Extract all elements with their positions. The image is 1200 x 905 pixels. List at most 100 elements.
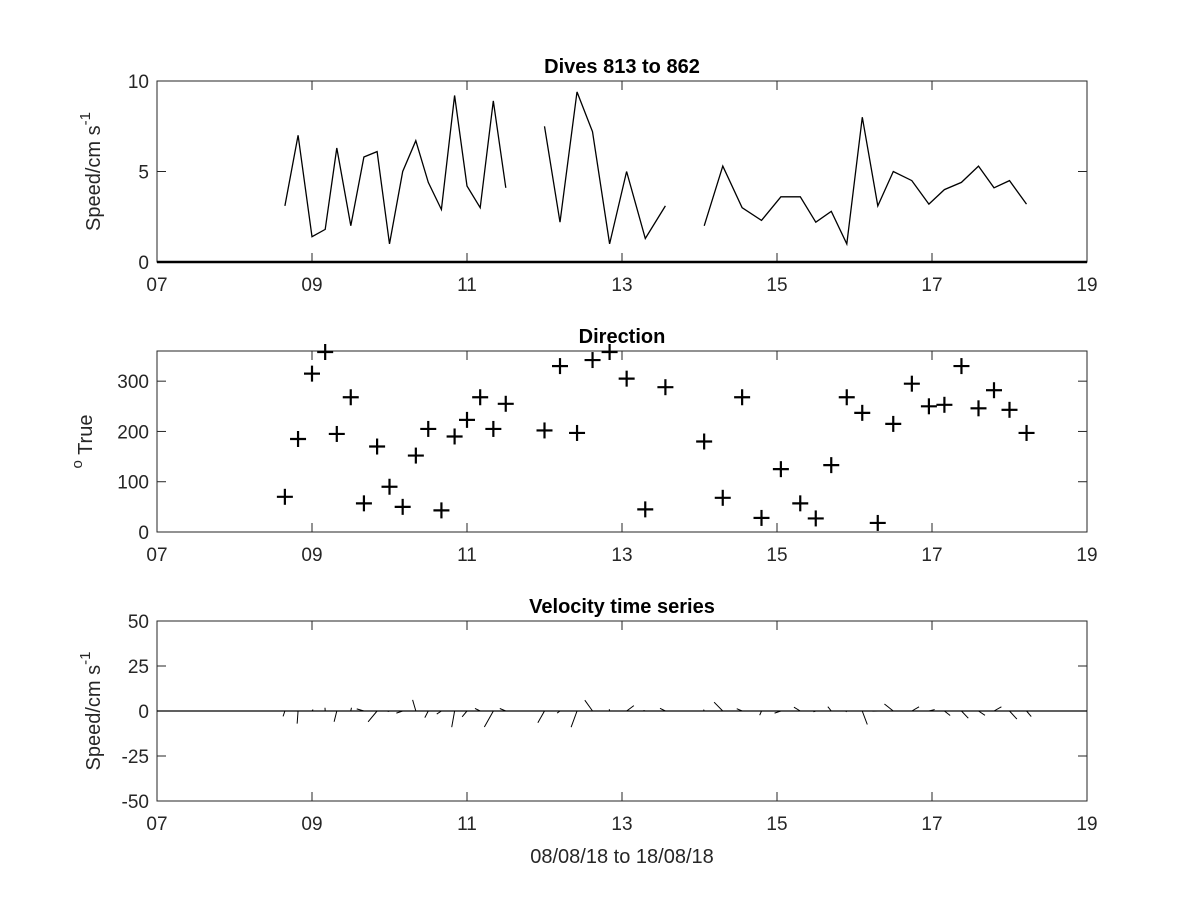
direction-point <box>839 389 855 405</box>
x-tick-label: 19 <box>1076 814 1097 835</box>
x-tick-label: 15 <box>766 545 787 566</box>
velocity-stick <box>846 711 847 712</box>
x-tick-label: 15 <box>766 814 787 835</box>
direction-point <box>773 461 789 477</box>
direction-point <box>277 489 293 505</box>
direction-point <box>304 366 320 382</box>
x-tick-label: 07 <box>146 275 167 296</box>
direction-point <box>619 371 635 387</box>
direction-point <box>986 382 1002 398</box>
x-tick-label: 09 <box>301 545 322 566</box>
velocity-stick <box>425 711 428 718</box>
x-tick-label: 19 <box>1076 275 1097 296</box>
velocity-xlabel: 08/08/18 to 18/08/18 <box>530 846 714 868</box>
direction-point <box>823 457 839 473</box>
direction-point <box>382 479 398 495</box>
velocity-stick <box>452 711 455 727</box>
direction-point <box>754 510 770 526</box>
direction-point <box>936 397 952 413</box>
velocity-stick <box>538 711 545 723</box>
x-tick-label: 07 <box>146 545 167 566</box>
velocity-stick <box>1010 711 1017 719</box>
direction-point <box>792 495 808 511</box>
direction-point <box>329 426 345 442</box>
direction-point <box>537 422 553 438</box>
velocity-stick <box>484 711 493 727</box>
velocity-stick <box>283 711 285 716</box>
velocity-panel: Velocity time series Speed/cm s-1 08/08/… <box>77 596 1098 868</box>
direction-title: Direction <box>579 326 666 348</box>
y-tick-label: 0 <box>138 702 149 723</box>
x-tick-label: 09 <box>301 275 322 296</box>
direction-point <box>552 358 568 374</box>
y-tick-label: 0 <box>138 523 149 544</box>
y-tick-label: -25 <box>122 747 149 768</box>
x-tick-label: 11 <box>457 814 477 835</box>
x-tick-label: 09 <box>301 814 322 835</box>
direction-point <box>433 502 449 518</box>
speed-title: Dives 813 to 862 <box>544 56 700 78</box>
velocity-stick <box>643 710 645 711</box>
direction-point <box>485 421 501 437</box>
velocity-stick <box>961 711 968 718</box>
velocity-stick <box>571 711 577 727</box>
velocity-stick <box>944 711 950 716</box>
velocity-ylabel-main: Speed/cm s <box>83 665 105 771</box>
direction-point <box>971 400 987 416</box>
velocity-stick <box>884 704 893 711</box>
direction-point <box>420 421 436 437</box>
direction-ylabel-main: True <box>75 415 97 461</box>
y-tick-label: 50 <box>128 612 149 633</box>
velocity-stick <box>462 711 467 717</box>
direction-point <box>921 398 937 414</box>
velocity-stick <box>585 700 593 711</box>
y-tick-label: 25 <box>128 657 149 678</box>
y-tick-label: 5 <box>138 163 149 184</box>
direction-ylabel-sup: o <box>69 460 86 468</box>
velocity-stick <box>704 710 705 711</box>
x-tick-label: 13 <box>611 545 632 566</box>
direction-point <box>904 376 920 392</box>
direction-point <box>657 379 673 395</box>
x-tick-label: 17 <box>921 545 942 566</box>
direction-point <box>290 431 306 447</box>
direction-point <box>459 412 475 428</box>
direction-point <box>715 490 731 506</box>
velocity-stick <box>714 702 723 711</box>
velocity-title: Velocity time series <box>529 596 715 618</box>
speed-line-segment-1 <box>285 96 506 244</box>
x-tick-label: 13 <box>611 814 632 835</box>
x-tick-label: 13 <box>611 275 632 296</box>
x-tick-label: 15 <box>766 275 787 296</box>
velocity-stick <box>297 711 298 724</box>
x-tick-label: 07 <box>146 814 167 835</box>
y-tick-label: 100 <box>117 473 149 494</box>
velocity-stick <box>862 711 867 725</box>
velocity-stick <box>334 711 337 722</box>
direction-point <box>1019 425 1035 441</box>
speed-line-segment-3 <box>704 117 1026 244</box>
direction-ylabel: o True <box>69 415 97 469</box>
x-tick-label: 19 <box>1076 545 1097 566</box>
velocity-stick <box>1027 711 1032 717</box>
speed-line-segment-2 <box>545 92 666 244</box>
y-tick-label: -50 <box>122 792 149 813</box>
direction-point <box>734 389 750 405</box>
speed-ylabel-sup: -1 <box>77 112 94 125</box>
x-tick-label: 11 <box>457 275 477 296</box>
velocity-ylabel: Speed/cm s-1 <box>77 652 105 771</box>
velocity-stick <box>413 700 416 711</box>
y-tick-label: 10 <box>128 72 149 93</box>
direction-point <box>953 358 969 374</box>
direction-point <box>408 448 424 464</box>
y-tick-label: 200 <box>117 422 149 443</box>
velocity-stick <box>813 711 815 712</box>
direction-point <box>317 344 333 360</box>
direction-point <box>637 501 653 517</box>
direction-point <box>569 425 585 441</box>
y-tick-label: 300 <box>117 372 149 393</box>
